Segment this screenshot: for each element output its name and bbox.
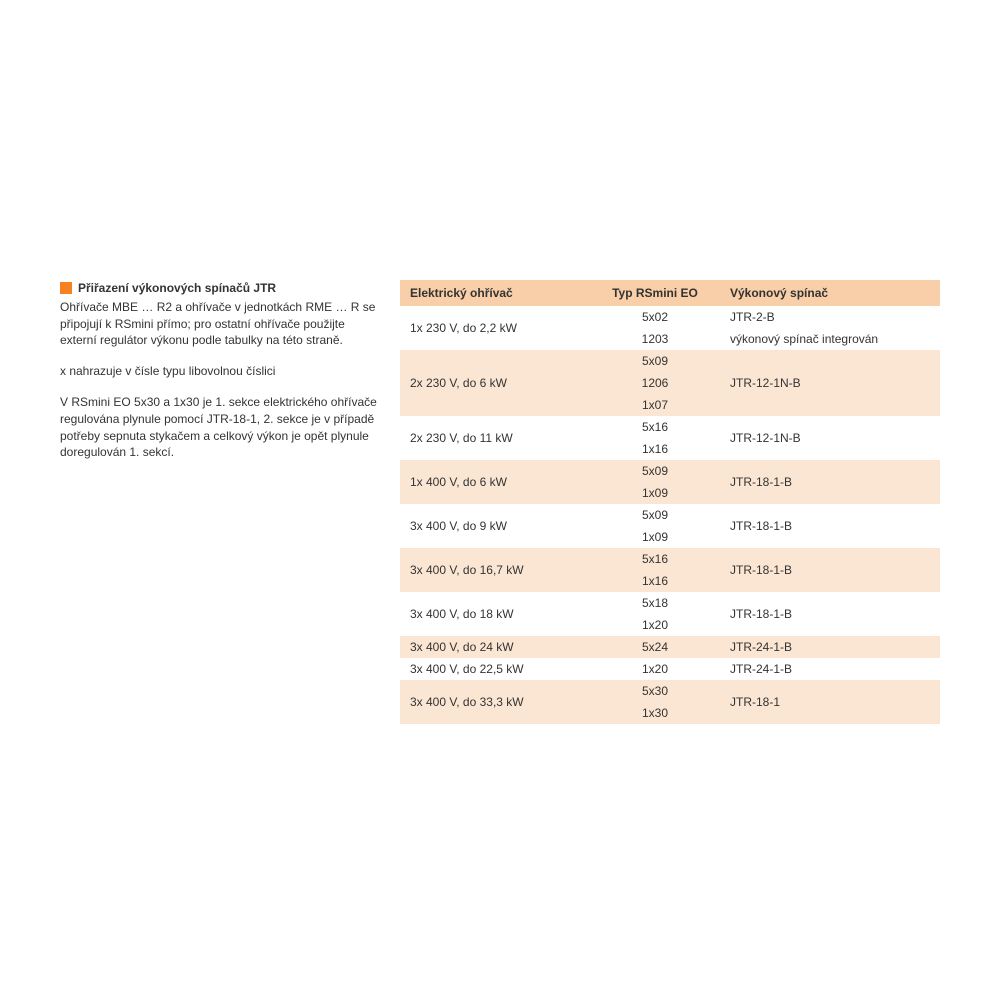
table-row: 3x 400 V, do 33,3 kW5x30JTR-18-1 (400, 680, 940, 702)
cell-type: 1x07 (590, 394, 720, 416)
cell-switch: JTR-2-B (720, 306, 940, 328)
cell-heater: 2x 230 V, do 6 kW (400, 350, 590, 416)
cell-switch: JTR-18-1-B (720, 548, 940, 592)
cell-type: 1206 (590, 372, 720, 394)
cell-type: 1x09 (590, 482, 720, 504)
table-row: 2x 230 V, do 11 kW5x16JTR-12-1N-B (400, 416, 940, 438)
table-row: 3x 400 V, do 9 kW5x09JTR-18-1-B (400, 504, 940, 526)
cell-heater: 2x 230 V, do 11 kW (400, 416, 590, 460)
section-block: Přiřazení výkonových spínačů JTR Ohřívač… (60, 280, 380, 349)
table-row: 1x 400 V, do 6 kW5x09JTR-18-1-B (400, 460, 940, 482)
cell-type: 1x16 (590, 438, 720, 460)
cell-type: 1x16 (590, 570, 720, 592)
cell-type: 5x18 (590, 592, 720, 614)
cell-type: 1x09 (590, 526, 720, 548)
cell-switch: JTR-12-1N-B (720, 350, 940, 416)
cell-type: 1x20 (590, 658, 720, 680)
table-header-row: Elektrický ohřívač Typ RSmini EO Výkonov… (400, 280, 940, 306)
cell-type: 1x30 (590, 702, 720, 724)
cell-type: 5x09 (590, 460, 720, 482)
cell-type: 5x09 (590, 504, 720, 526)
cell-type: 1203 (590, 328, 720, 350)
cell-switch: výkonový spínač integrován (720, 328, 940, 350)
right-column: Elektrický ohřívač Typ RSmini EO Výkonov… (400, 280, 940, 724)
cell-heater: 1x 230 V, do 2,2 kW (400, 306, 590, 350)
cell-switch: JTR-24-1-B (720, 658, 940, 680)
cell-type: 5x02 (590, 306, 720, 328)
table-row: 3x 400 V, do 18 kW5x18JTR-18-1-B (400, 592, 940, 614)
cell-type: 5x24 (590, 636, 720, 658)
header-type: Typ RSmini EO (590, 280, 720, 306)
cell-heater: 3x 400 V, do 24 kW (400, 636, 590, 658)
cell-switch: JTR-12-1N-B (720, 416, 940, 460)
header-switch: Výkonový spínač (720, 280, 940, 306)
bullet-icon (60, 282, 72, 294)
cell-switch: JTR-18-1-B (720, 460, 940, 504)
cell-switch: JTR-18-1-B (720, 592, 940, 636)
title-text: Přiřazení výkonových spínačů JTR (78, 281, 276, 295)
cell-heater: 3x 400 V, do 9 kW (400, 504, 590, 548)
table-row: 2x 230 V, do 6 kW5x09JTR-12-1N-B (400, 350, 940, 372)
paragraph-2: x nahrazuje v čísle typu libovolnou čísl… (60, 363, 380, 380)
table-body: 1x 230 V, do 2,2 kW5x02JTR-2-B1203výkono… (400, 306, 940, 724)
table-row: 3x 400 V, do 24 kW5x24JTR-24-1-B (400, 636, 940, 658)
cell-switch: JTR-24-1-B (720, 636, 940, 658)
table-row: 3x 400 V, do 22,5 kW1x20JTR-24-1-B (400, 658, 940, 680)
cell-heater: 3x 400 V, do 18 kW (400, 592, 590, 636)
header-heater: Elektrický ohřívač (400, 280, 590, 306)
jtr-assignment-table: Elektrický ohřívač Typ RSmini EO Výkonov… (400, 280, 940, 724)
cell-type: 5x16 (590, 548, 720, 570)
paragraph-3: V RSmini EO 5x30 a 1x30 je 1. sekce elek… (60, 394, 380, 461)
cell-switch: JTR-18-1-B (720, 504, 940, 548)
cell-type: 5x16 (590, 416, 720, 438)
table-row: 1x 230 V, do 2,2 kW5x02JTR-2-B (400, 306, 940, 328)
cell-heater: 3x 400 V, do 33,3 kW (400, 680, 590, 724)
cell-type: 1x20 (590, 614, 720, 636)
cell-switch: JTR-18-1 (720, 680, 940, 724)
cell-heater: 1x 400 V, do 6 kW (400, 460, 590, 504)
cell-heater: 3x 400 V, do 22,5 kW (400, 658, 590, 680)
cell-type: 5x09 (590, 350, 720, 372)
page-content: Přiřazení výkonových spínačů JTR Ohřívač… (60, 280, 940, 724)
section-title: Přiřazení výkonových spínačů JTR (60, 280, 380, 297)
paragraph-1: Ohřívače MBE … R2 a ohřívače v jednotkác… (60, 299, 380, 349)
table-row: 3x 400 V, do 16,7 kW5x16JTR-18-1-B (400, 548, 940, 570)
cell-type: 5x30 (590, 680, 720, 702)
cell-heater: 3x 400 V, do 16,7 kW (400, 548, 590, 592)
left-column: Přiřazení výkonových spínačů JTR Ohřívač… (60, 280, 380, 724)
